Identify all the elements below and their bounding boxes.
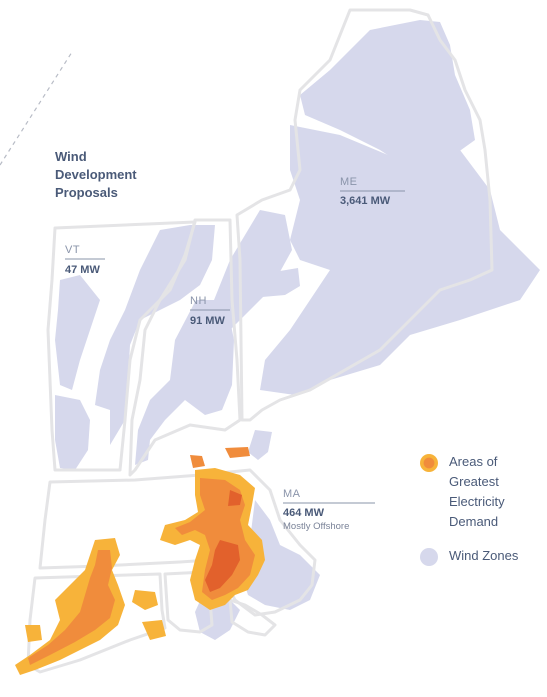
- region-label-nh: NH 91 MW: [190, 294, 225, 328]
- wind-zone-maine-north: [300, 20, 475, 170]
- wind-zone-nh-west: [95, 225, 215, 445]
- legend: Areas of Greatest Electricity Demand Win…: [420, 452, 539, 580]
- wind-zone-maine-central: [260, 125, 540, 395]
- region-note: Mostly Offshore: [283, 521, 350, 532]
- wind-zone-maine-west: [210, 210, 292, 340]
- demand-swatch-icon: [420, 454, 438, 472]
- demand-areas: [15, 447, 265, 675]
- region-mw: 91 MW: [190, 315, 225, 327]
- title-line-3: Proposals: [55, 185, 118, 200]
- region-abbr: NH: [190, 295, 207, 307]
- dashed-border-line: [0, 51, 73, 166]
- title-line-1: Wind: [55, 149, 87, 164]
- legend-item-demand: Areas of Greatest Electricity Demand: [420, 452, 539, 532]
- region-abbr: ME: [340, 176, 358, 188]
- legend-label-wind: Wind Zones: [449, 548, 519, 563]
- region-abbr: MA: [283, 488, 301, 500]
- demand-area-north-patch-2: [225, 447, 250, 458]
- legend-item-wind: Wind Zones: [420, 546, 539, 566]
- wind-zone-maine-patch: [262, 268, 300, 297]
- wind-zone-nh-east: [135, 300, 234, 465]
- wind-zone-vt-west: [55, 275, 100, 390]
- map-title: Wind Development Proposals: [55, 148, 137, 202]
- region-label-me: ME 3,641 MW: [340, 175, 390, 208]
- region-mw: 3,641 MW: [340, 195, 391, 207]
- demand-area-boston-mid: [175, 478, 255, 600]
- maine-outline: [235, 8, 494, 422]
- demand-area-north-patch: [190, 455, 205, 468]
- region-abbr: VT: [65, 244, 81, 256]
- region-label-ma: MA 464 MW Mostly Offshore: [283, 487, 349, 533]
- title-line-2: Development: [55, 167, 137, 182]
- region-mw: 47 MW: [65, 264, 100, 276]
- wind-zone-ma-coast: [240, 500, 320, 610]
- wind-zone-ma-island: [248, 430, 272, 460]
- connecticut-outline: [26, 572, 167, 674]
- region-label-vt: VT 47 MW: [65, 243, 100, 277]
- demand-area-ct-patch: [132, 590, 158, 610]
- demand-area-ct-patch-3: [25, 625, 42, 642]
- demand-area-boston-core-2: [228, 490, 242, 506]
- vermont-outline: [46, 220, 197, 472]
- demand-area-ct-patch-2: [142, 620, 166, 640]
- new-hampshire-outline: [128, 218, 242, 477]
- demand-area-ct-mid: [28, 550, 115, 665]
- wind-zone-vt-south: [55, 395, 90, 470]
- region-mw: 464 MW: [283, 507, 324, 519]
- wind-swatch-icon: [420, 548, 438, 566]
- cape-cod-outline: [228, 598, 277, 637]
- legend-label-demand: Areas of Greatest Electricity Demand: [449, 454, 505, 529]
- demand-area-boston-core: [205, 540, 240, 592]
